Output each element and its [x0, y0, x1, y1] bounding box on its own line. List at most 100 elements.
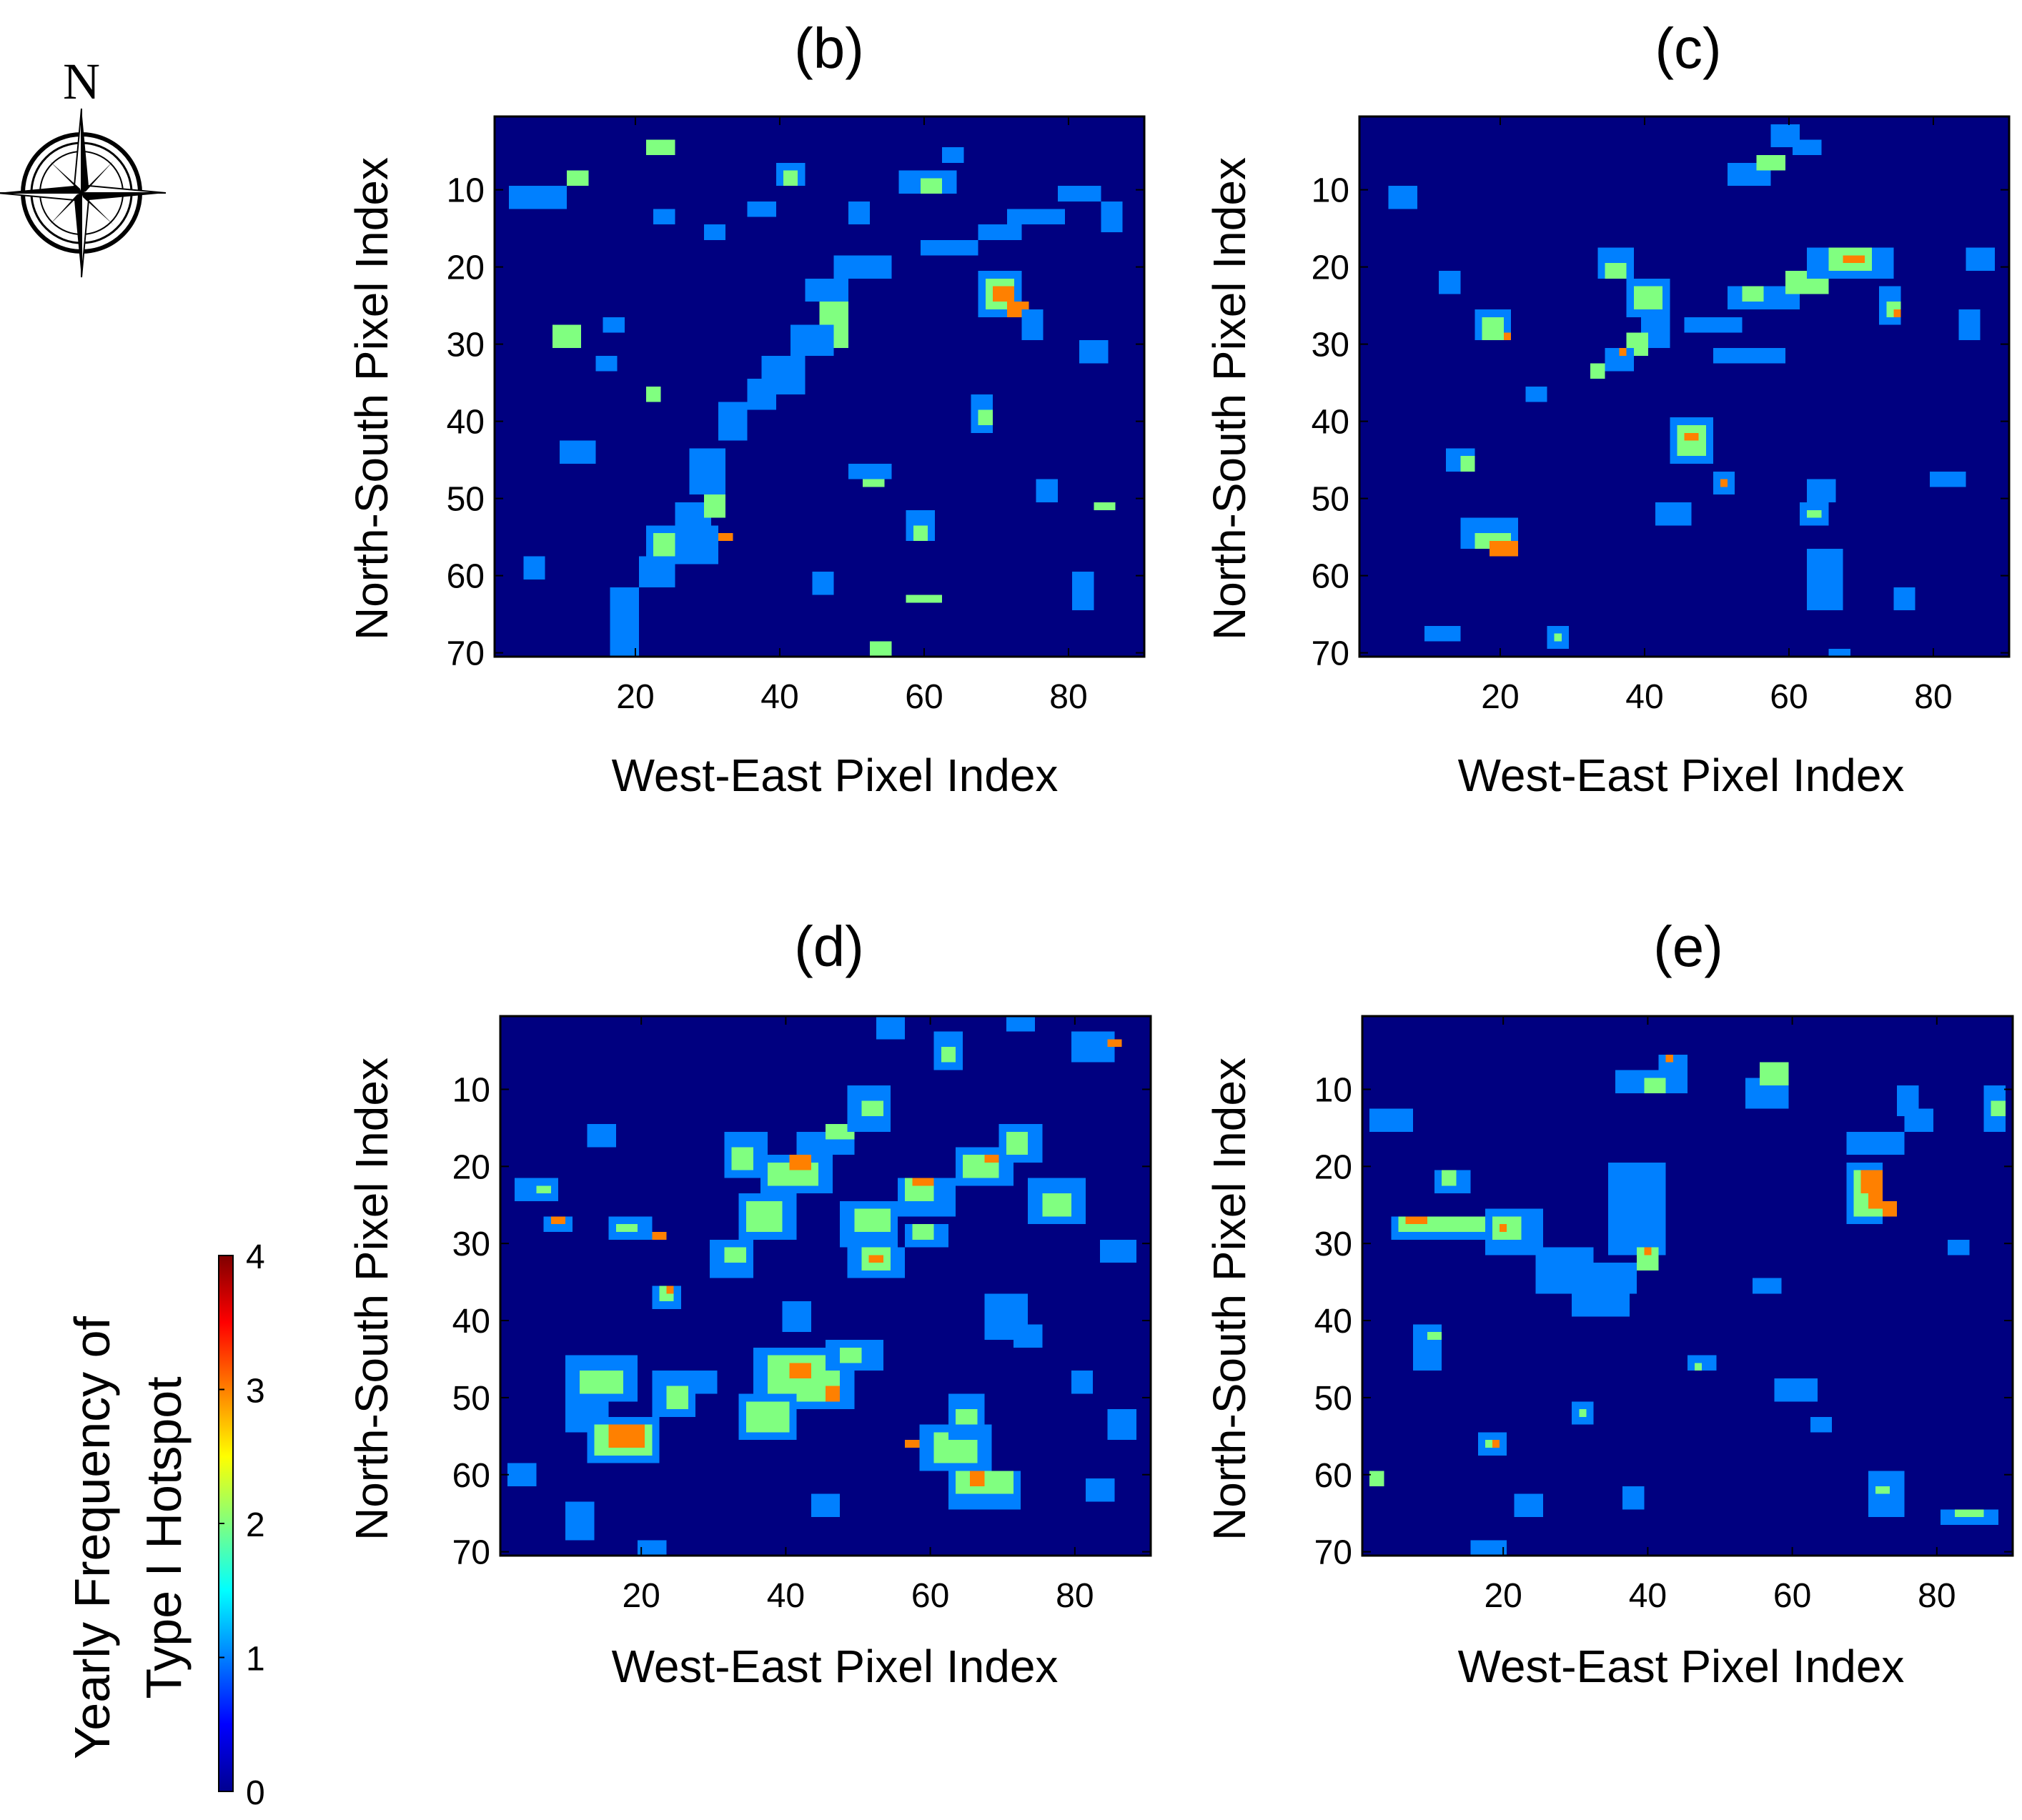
heatmap-cell — [603, 317, 625, 333]
heatmap-cell — [956, 1147, 1014, 1186]
heatmap-cell — [789, 1155, 811, 1170]
heatmap-cell — [1475, 309, 1512, 341]
heatmap-cell — [703, 494, 726, 518]
heatmap-cell — [1086, 1478, 1115, 1502]
panel-e-heatmap: 10 20 30 40 50 60 70 20 40 60 80 — [1314, 1015, 2014, 1615]
heatmap-cell — [1677, 425, 1706, 457]
heatmap-cell — [653, 533, 675, 557]
heatmap-cell — [646, 387, 661, 402]
panel-b-ylabel: North-South Pixel Index — [346, 157, 397, 640]
heatmap-cell — [1492, 1440, 1500, 1448]
y-tick-label: 60 — [447, 558, 485, 596]
heatmap-cell — [1807, 479, 1836, 502]
heatmap-cell — [1094, 502, 1116, 510]
heatmap-cell — [652, 1371, 695, 1417]
heatmap-cell — [984, 1155, 1006, 1163]
heatmap-cell — [652, 1232, 667, 1240]
heatmap-cell — [1853, 1170, 1883, 1217]
heatmap-cell — [1485, 1208, 1543, 1255]
y-tick-label: 30 — [452, 1225, 490, 1263]
heatmap-cell — [760, 1155, 833, 1194]
panel-b-heatmap: 10 20 30 40 50 60 70 20 40 60 80 — [447, 115, 1146, 716]
heatmap-cell — [1439, 271, 1461, 294]
heatmap-cell — [703, 224, 726, 240]
heatmap-cell — [811, 1493, 841, 1518]
heatmap-cell — [1728, 286, 1800, 309]
x-tick-label: 80 — [1918, 1577, 1956, 1615]
heatmap-cell — [956, 1471, 1014, 1494]
heatmap-cell — [861, 1100, 883, 1117]
panel-b-xlabel: West-East Pixel Index — [612, 750, 1059, 801]
heatmap-cell — [1388, 186, 1417, 209]
heatmap-cell — [1107, 1409, 1136, 1441]
plot-frame — [499, 1015, 1152, 1557]
colorbar-tick-label: 1 — [246, 1641, 265, 1679]
heatmap-cell — [1405, 1216, 1427, 1225]
heatmap-cell — [1828, 247, 1873, 271]
heatmap-cell — [761, 355, 806, 394]
heatmap-cell — [659, 1286, 674, 1302]
heatmap-cell — [1868, 1193, 1883, 1209]
heatmap-background — [500, 1016, 1151, 1556]
heatmap-cell — [1492, 1216, 1522, 1240]
heatmap-cell — [863, 479, 885, 487]
heatmap-cell — [868, 1255, 883, 1263]
heatmap-cell — [1504, 332, 1512, 341]
heatmap-cell — [942, 147, 964, 163]
heatmap-cell — [543, 1216, 573, 1232]
y-tick-label: 40 — [1314, 1303, 1352, 1341]
heatmap-cell — [848, 201, 871, 225]
heatmap-cell — [1412, 1324, 1442, 1371]
heatmap-cell — [666, 1286, 674, 1294]
heatmap-cell — [854, 1208, 891, 1232]
heatmap-cell — [1846, 1162, 1883, 1225]
x-tick-label: 20 — [1484, 1577, 1522, 1615]
heatmap-cell — [948, 1409, 978, 1433]
y-tick-label: 20 — [452, 1148, 490, 1186]
x-tick-label: 20 — [1481, 678, 1519, 716]
heatmap-cell — [1391, 1216, 1492, 1240]
heatmap-cell — [791, 324, 834, 356]
heatmap-cell — [1477, 1432, 1507, 1456]
heatmap-background — [1359, 116, 2009, 657]
heatmap-cell — [1021, 309, 1044, 341]
panel-d-title: (d) — [794, 915, 864, 978]
heatmap-cell — [1535, 1247, 1594, 1294]
heatmap-cell — [608, 1424, 645, 1448]
heatmap-cell — [1897, 1085, 1919, 1117]
heatmap-cell — [840, 1200, 898, 1248]
heatmap-cell — [1369, 1471, 1384, 1486]
heatmap-cell — [1713, 471, 1735, 495]
heatmap-cell — [933, 1031, 963, 1070]
heatmap-cell — [1670, 417, 1713, 464]
heatmap-cell — [1101, 201, 1123, 232]
heatmap-cell — [567, 170, 589, 187]
heatmap-cell — [523, 556, 545, 580]
plot-frame — [493, 115, 1146, 658]
heatmap-cell — [913, 525, 928, 541]
y-tick-label: 40 — [1312, 404, 1349, 442]
heatmap-cell — [1879, 286, 1901, 325]
heatmap-cell — [1427, 1332, 1442, 1340]
heatmap-cell — [536, 1185, 551, 1194]
heatmap-cell — [978, 409, 993, 425]
heatmap-cell — [552, 324, 582, 348]
heatmap-cell — [1770, 124, 1800, 148]
heatmap-cell — [615, 1224, 638, 1232]
heatmap-cell — [1637, 1247, 1659, 1270]
y-tick-label: 50 — [1314, 1380, 1352, 1418]
heatmap-cell — [1883, 1200, 1898, 1217]
heatmap-cell — [1665, 1054, 1673, 1063]
heatmap-cell — [507, 1463, 537, 1486]
y-tick-label: 20 — [447, 249, 485, 287]
x-tick-label: 80 — [1056, 1577, 1094, 1615]
heatmap-cell — [906, 595, 943, 603]
colorbar-tick-label: 4 — [246, 1238, 265, 1276]
heatmap-cell — [1107, 1039, 1122, 1048]
heatmap-cell — [710, 1239, 753, 1278]
heatmap-cell — [1482, 317, 1504, 341]
heatmap-cell — [956, 1409, 978, 1425]
panel-d-ylabel: North-South Pixel Index — [346, 1058, 397, 1541]
heatmap-cell — [675, 502, 711, 526]
heatmap-cell — [738, 1393, 797, 1441]
